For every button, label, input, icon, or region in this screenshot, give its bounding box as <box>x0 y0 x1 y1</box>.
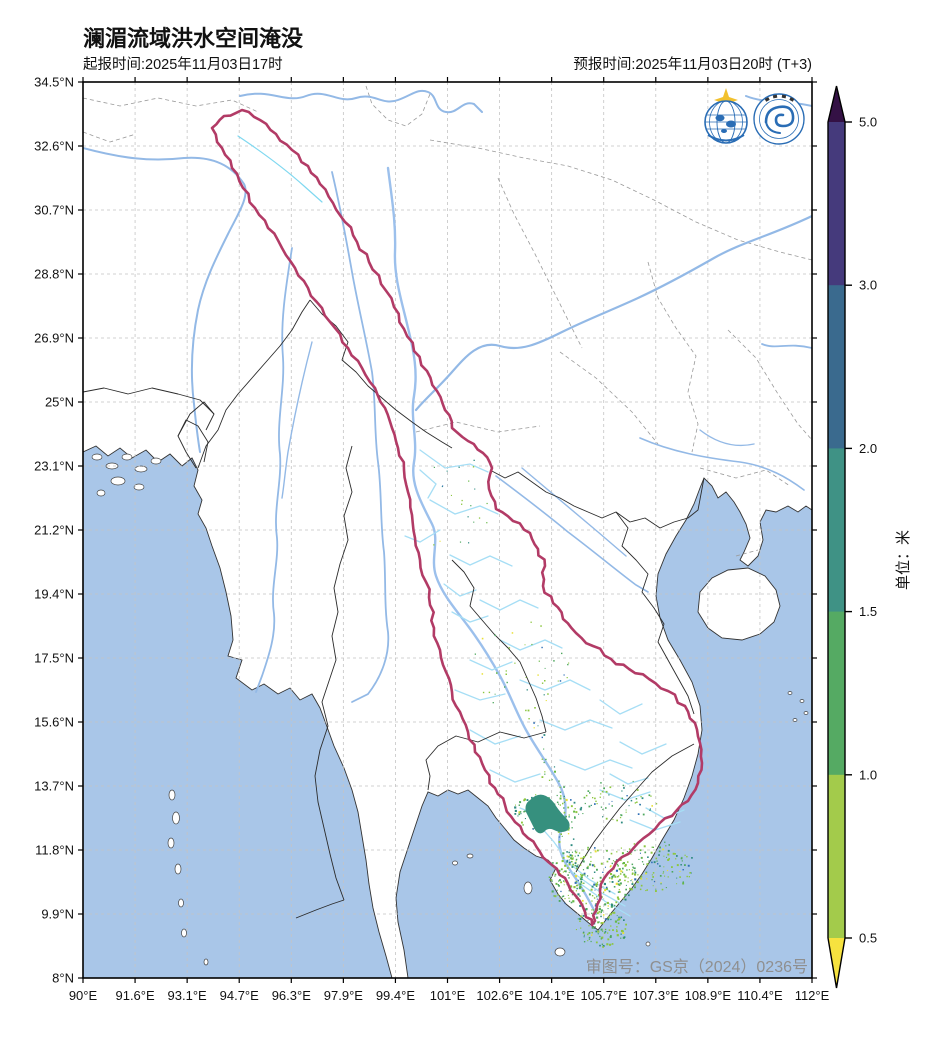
x-tick-label: 108.9°E <box>685 988 732 1003</box>
lancang-mekong-basin-outline <box>210 108 704 927</box>
hainan-island <box>697 567 781 641</box>
axis-ticks <box>78 77 817 983</box>
x-tick-label: 90°E <box>69 988 98 1003</box>
colorbar-segment <box>828 774 845 939</box>
graticule-gridlines <box>83 82 812 978</box>
colorbar-tick-label: 1.0 <box>859 767 877 782</box>
colorbar-segment <box>828 285 845 449</box>
y-tick-label: 15.6°N <box>34 715 74 730</box>
colorbar-arrow-top <box>828 86 845 122</box>
x-tick-label: 99.4°E <box>376 988 416 1003</box>
colorbar-segment <box>828 611 845 776</box>
red-river <box>495 475 649 593</box>
x-tick-label: 101°E <box>430 988 466 1003</box>
y-tick-label: 28.8°N <box>34 267 74 282</box>
wmo-logo <box>704 88 748 144</box>
page-title: 澜湄流域洪水空间淹没 <box>83 26 304 51</box>
pearl-river-branch <box>699 429 755 447</box>
yellow-river <box>239 89 483 114</box>
x-tick-label: 105.7°E <box>581 988 628 1003</box>
flood-inundation-dots <box>433 459 693 948</box>
y-tick-label: 25°N <box>45 395 74 410</box>
colorbar-segment <box>828 448 845 613</box>
x-tick-label: 97.9°E <box>324 988 364 1003</box>
y-tick-label: 13.7°N <box>34 779 74 794</box>
x-tick-label: 102.6°E <box>476 988 523 1003</box>
colorbar-unit-label: 单位：米 <box>895 530 912 590</box>
x-tick-label: 104.1°E <box>528 988 575 1003</box>
sea-bay-of-bengal <box>83 445 393 978</box>
irrawaddy-river <box>255 247 293 693</box>
cma-cloud-swirl-icon <box>764 105 795 128</box>
y-tick-label: 21.2°N <box>34 523 74 538</box>
y-tick-label: 34.5°N <box>34 75 74 90</box>
axis-labels: 90°E 91.6°E 93.1°E 94.7°E 96.3°E 97.9°E 99.4°E… <box>34 75 830 1004</box>
tonle-sap-lake <box>525 794 570 834</box>
issue-time-label: 起报时间:2025年11月03日17时 <box>83 56 283 73</box>
y-tick-label: 11.8°N <box>35 843 74 858</box>
x-tick-label: 112°E <box>795 988 830 1003</box>
map-canvas: 审图号：GS京（2024）0236号 <box>83 82 812 978</box>
colorbar-tick-label: 1.5 <box>859 604 877 619</box>
x-tick-label: 91.6°E <box>115 988 155 1003</box>
y-tick-label: 19.4°N <box>34 587 74 602</box>
x-tick-label: 110.4°E <box>737 988 783 1003</box>
x-tick-label: 93.1°E <box>168 988 208 1003</box>
province-borders <box>83 85 812 557</box>
yangtze-branch <box>761 343 812 349</box>
x-tick-label: 107.3°E <box>633 988 680 1003</box>
x-tick-label: 94.7°E <box>220 988 260 1003</box>
y-tick-label: 26.9°N <box>34 331 74 346</box>
colorbar-tick-label: 5.0 <box>859 115 877 130</box>
y-tick-label: 9.9°N <box>41 907 74 922</box>
colorbar-segment <box>828 122 845 286</box>
upper-mekong-stream <box>237 135 323 203</box>
basin-tributaries <box>404 449 685 917</box>
x-tick-label: 96.3°E <box>272 988 312 1003</box>
salween-river <box>331 171 390 703</box>
small-islands <box>91 453 809 966</box>
y-tick-label: 23.1°N <box>34 459 74 474</box>
y-tick-label: 30.7°N <box>34 203 74 218</box>
colorbar-tick-label: 3.0 <box>859 278 877 293</box>
map-approval-watermark: 审图号：GS京（2024）0236号 <box>586 958 808 976</box>
wmo-star-icon <box>714 88 738 112</box>
map-frame <box>82 81 813 979</box>
cma-logo <box>753 93 805 145</box>
country-borders <box>83 299 705 919</box>
y-tick-label: 8°N <box>52 971 74 986</box>
black-river <box>521 467 627 557</box>
irrawaddy-tributary <box>281 341 313 499</box>
colorbar-arrow-bottom <box>828 938 845 988</box>
colorbar-tick-label: 0.5 <box>859 931 877 946</box>
yangtze-river <box>414 214 812 412</box>
depth-colorbar: 5.0 3.0 2.0 1.5 1.0 0.5 <box>827 85 877 989</box>
forecast-time-label: 预报时间:2025年11月03日20时 (T+3) <box>573 56 812 73</box>
pearl-river <box>639 437 805 491</box>
cma-ring-text-marks <box>764 94 795 102</box>
brahmaputra-river <box>83 147 247 453</box>
y-tick-label: 17.5°N <box>34 651 74 666</box>
y-tick-label: 32.6°N <box>34 139 74 154</box>
colorbar-tick-label: 2.0 <box>859 441 877 456</box>
